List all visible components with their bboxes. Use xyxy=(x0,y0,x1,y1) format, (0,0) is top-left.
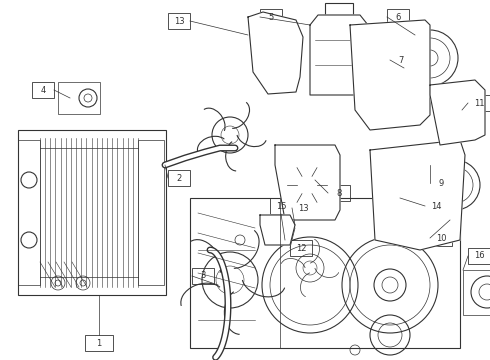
Polygon shape xyxy=(248,12,303,94)
Bar xyxy=(430,230,452,246)
Bar xyxy=(468,248,490,264)
Text: 2: 2 xyxy=(176,174,182,183)
Bar xyxy=(425,198,447,214)
Text: 13: 13 xyxy=(173,17,184,26)
Text: 8: 8 xyxy=(336,189,342,198)
Bar xyxy=(430,175,452,191)
Polygon shape xyxy=(260,215,295,245)
Bar xyxy=(290,240,312,256)
Bar xyxy=(18,140,40,285)
Bar xyxy=(168,13,190,29)
Polygon shape xyxy=(310,15,368,95)
Polygon shape xyxy=(350,20,430,130)
Text: 14: 14 xyxy=(431,202,441,211)
Polygon shape xyxy=(430,80,485,145)
Text: 16: 16 xyxy=(474,252,484,261)
Polygon shape xyxy=(275,145,340,220)
Bar xyxy=(58,82,100,114)
Text: 10: 10 xyxy=(436,234,446,243)
Text: 12: 12 xyxy=(296,243,306,252)
Bar xyxy=(325,3,353,15)
Bar xyxy=(192,268,214,284)
Bar xyxy=(468,95,490,111)
Text: 3: 3 xyxy=(200,271,206,280)
Text: 7: 7 xyxy=(398,55,404,64)
Text: 4: 4 xyxy=(40,86,46,95)
Bar xyxy=(328,185,350,201)
Text: 1: 1 xyxy=(97,338,101,347)
Bar xyxy=(190,198,460,348)
Text: 13: 13 xyxy=(298,203,308,212)
Bar xyxy=(390,52,412,68)
Bar xyxy=(18,130,166,295)
Bar xyxy=(260,9,282,25)
Text: 15: 15 xyxy=(276,202,286,211)
Bar xyxy=(463,270,490,315)
Bar xyxy=(32,82,54,98)
Bar xyxy=(85,335,113,351)
Bar xyxy=(168,170,190,186)
Bar xyxy=(387,9,409,25)
Bar xyxy=(138,140,164,285)
Text: 11: 11 xyxy=(474,99,484,108)
Text: 5: 5 xyxy=(269,13,273,22)
Bar xyxy=(270,198,292,214)
Text: 6: 6 xyxy=(395,13,401,22)
Text: 9: 9 xyxy=(439,179,443,188)
Bar xyxy=(292,200,314,216)
Polygon shape xyxy=(370,140,465,250)
